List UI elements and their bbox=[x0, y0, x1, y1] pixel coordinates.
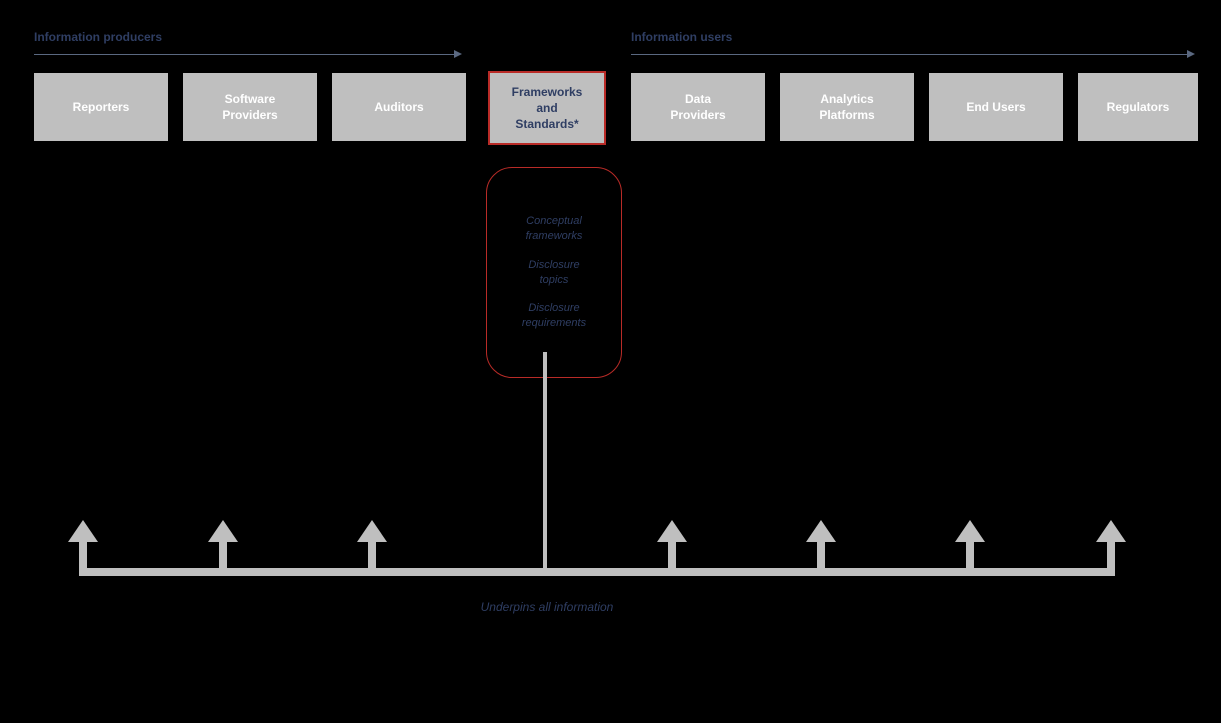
box-software-providers-label: SoftwareProviders bbox=[216, 91, 283, 123]
producers-arrow-head-icon bbox=[454, 50, 462, 58]
up-arrow-stem bbox=[79, 540, 87, 568]
up-arrow-stem bbox=[817, 540, 825, 568]
box-reporters-label: Reporters bbox=[67, 99, 136, 115]
up-arrow-head-icon bbox=[1096, 520, 1126, 542]
box-auditors: Auditors bbox=[332, 73, 466, 141]
up-arrow-stem bbox=[668, 540, 676, 568]
up-arrow-stem bbox=[219, 540, 227, 568]
box-data-providers: DataProviders bbox=[631, 73, 765, 141]
up-arrow-head-icon bbox=[657, 520, 687, 542]
detail-conceptual-frameworks: Conceptualframeworks bbox=[526, 214, 583, 244]
up-arrow-stem bbox=[1107, 540, 1115, 568]
horizontal-connector bbox=[79, 568, 1115, 576]
detail-disclosure-topics: Disclosuretopics bbox=[528, 258, 579, 288]
box-frameworks-standards-label: FrameworksandStandards* bbox=[506, 84, 589, 133]
up-arrow-head-icon bbox=[806, 520, 836, 542]
box-software-providers: SoftwareProviders bbox=[183, 73, 317, 141]
up-arrow-head-icon bbox=[68, 520, 98, 542]
diagram-stage: Information producers Information users … bbox=[0, 0, 1221, 723]
up-arrow-head-icon bbox=[208, 520, 238, 542]
producers-label: Information producers bbox=[34, 30, 162, 44]
detail-disclosure-requirements: Disclosurerequirements bbox=[522, 301, 586, 331]
up-arrow-stem bbox=[368, 540, 376, 568]
frameworks-detail-bubble: Conceptualframeworks Disclosuretopics Di… bbox=[486, 167, 622, 378]
box-end-users-label: End Users bbox=[960, 99, 1031, 115]
users-label: Information users bbox=[631, 30, 732, 44]
box-analytics-platforms-label: AnalyticsPlatforms bbox=[813, 91, 880, 123]
up-arrow-stem bbox=[966, 540, 974, 568]
box-auditors-label: Auditors bbox=[368, 99, 429, 115]
box-end-users: End Users bbox=[929, 73, 1063, 141]
up-arrow-head-icon bbox=[955, 520, 985, 542]
box-reporters: Reporters bbox=[34, 73, 168, 141]
up-arrow-head-icon bbox=[357, 520, 387, 542]
box-analytics-platforms: AnalyticsPlatforms bbox=[780, 73, 914, 141]
vertical-connector bbox=[543, 352, 547, 576]
underpins-label: Underpins all information bbox=[452, 600, 642, 614]
box-frameworks-standards: FrameworksandStandards* bbox=[488, 71, 606, 145]
producers-arrow-line bbox=[34, 54, 454, 55]
users-arrow-head-icon bbox=[1187, 50, 1195, 58]
box-regulators-label: Regulators bbox=[1101, 99, 1176, 115]
users-arrow-line bbox=[631, 54, 1187, 55]
box-regulators: Regulators bbox=[1078, 73, 1198, 141]
box-data-providers-label: DataProviders bbox=[664, 91, 731, 123]
